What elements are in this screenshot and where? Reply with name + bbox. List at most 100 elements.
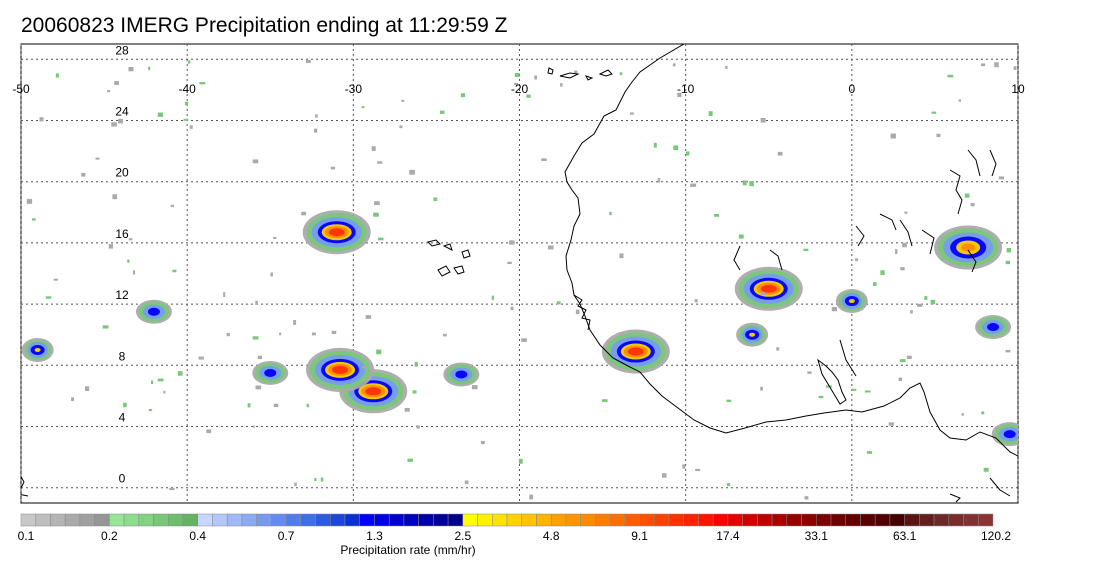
precip-speckle [223, 292, 226, 298]
precip-speckle [694, 299, 698, 303]
precip-cell [736, 322, 769, 347]
precip-speckle [924, 296, 928, 300]
precip-speckle [247, 403, 251, 408]
colorbar-swatch [624, 513, 640, 527]
precip-speckle [890, 133, 896, 139]
precip-speckle [471, 385, 478, 390]
colorbar-swatch [963, 513, 979, 527]
precip-speckle [1005, 349, 1011, 353]
colorbar-swatch [433, 513, 449, 527]
precip-cell [934, 225, 1003, 270]
precip-speckle [958, 99, 962, 102]
precip-speckle [672, 63, 676, 67]
colorbar-swatch [978, 513, 994, 527]
precip-speckle [864, 390, 871, 393]
precip-speckle [157, 112, 164, 117]
river-niger [21, 475, 1011, 503]
precip-speckle [409, 169, 415, 175]
precip-speckle [526, 94, 531, 98]
lat-tick-label: 16 [115, 227, 129, 241]
colorbar-swatch [182, 513, 198, 527]
precip-speckle [807, 371, 812, 374]
precip-speckle [760, 292, 766, 296]
lon-tick-label: -40 [178, 82, 196, 96]
colorbar-swatch [256, 513, 272, 527]
lon-tick-label: -20 [511, 82, 529, 96]
colorbar-swatch [374, 513, 390, 527]
cape-verde-3 [461, 249, 471, 259]
precip-speckle [374, 201, 380, 206]
colorbar-swatch [712, 513, 729, 527]
precip-speckle [573, 70, 578, 74]
precip-speckle [255, 385, 262, 390]
precip-speckle [657, 177, 661, 183]
colorbar-tick-label: 33.1 [804, 529, 828, 543]
precip-speckle [961, 413, 964, 416]
colorbar-tick-label: 2.5 [454, 529, 472, 543]
precip-speckle [491, 295, 495, 300]
precip-speckle [514, 72, 520, 78]
precip-speckle [653, 142, 657, 148]
precip-speckle [726, 483, 731, 487]
precip-speckle [157, 378, 164, 382]
precip-speckle [899, 359, 906, 363]
precip-speckle [695, 468, 701, 471]
precip-speckle [508, 240, 515, 245]
precip-speckle [940, 257, 945, 261]
colorbar-tick-label: 4.8 [542, 529, 560, 543]
precip-speckle [1013, 66, 1017, 70]
precip-speckle [855, 258, 859, 262]
lakes-east [733, 149, 997, 377]
precip-speckle [189, 125, 193, 129]
colorbar-swatch [123, 513, 140, 527]
precip-speckle [102, 325, 109, 329]
precip-speckle [804, 496, 809, 500]
colorbar-swatch [506, 513, 522, 527]
precip-cell [601, 329, 670, 374]
precip-speckle [514, 82, 519, 86]
precip-cell [21, 338, 54, 362]
precip-speckle [749, 181, 754, 187]
cape-verde-1 [427, 239, 441, 247]
precip-speckle [170, 204, 174, 208]
precip-speckle [163, 390, 166, 394]
colorbar-swatch [271, 513, 287, 527]
precip-speckle [619, 72, 623, 76]
colorbar-swatch [654, 513, 670, 527]
colorbar-swatch [639, 513, 655, 527]
colorbar-swatch [388, 513, 405, 527]
precip-speckle [575, 309, 580, 315]
precip-speckle [906, 355, 912, 360]
precip-speckle [760, 118, 766, 123]
precip-speckle [936, 133, 941, 138]
precip-speckle [184, 101, 189, 106]
colorbar-swatch [771, 513, 788, 527]
precip-speckle [376, 349, 382, 355]
colorbar-swatch [550, 513, 567, 527]
precip-speckle [760, 386, 763, 391]
island-3 [585, 75, 594, 81]
colorbar-swatch [698, 513, 714, 527]
colorbar-swatch [462, 513, 478, 527]
colorbar-swatch [94, 513, 110, 527]
colorbar-swatch [64, 513, 81, 527]
precip-speckle [148, 409, 152, 412]
precip-speckle [407, 458, 413, 462]
precip-speckle [931, 111, 937, 114]
precip-speckle [53, 278, 58, 281]
colorbar-swatch [668, 513, 684, 527]
precip-speckle [662, 473, 667, 478]
colorbar-swatch [35, 513, 51, 527]
precip-speckle [114, 80, 120, 85]
precip-speckle [226, 332, 230, 337]
precip-speckle [518, 458, 523, 464]
precip-cell [734, 266, 803, 311]
precip-speckle [888, 422, 894, 426]
colorbar-swatch [580, 513, 596, 527]
precip-speckle [541, 158, 547, 162]
precip-speckle [947, 74, 954, 78]
precip-speckle [187, 60, 191, 64]
colorbar-swatch [418, 513, 434, 527]
precip-speckle [930, 299, 936, 305]
precip-speckle [510, 306, 514, 311]
